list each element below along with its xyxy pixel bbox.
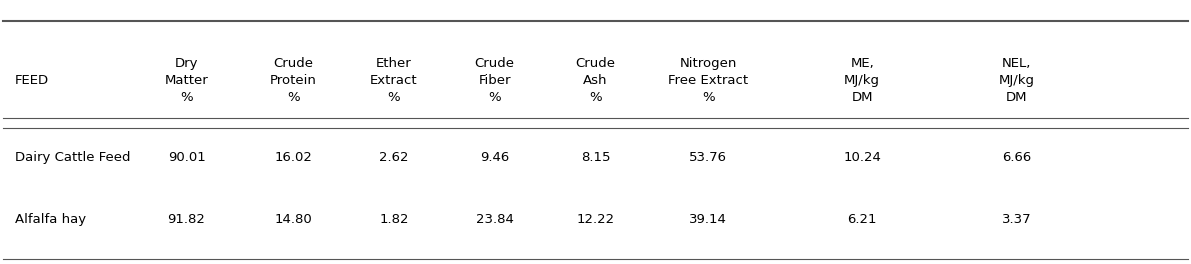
Text: 12.22: 12.22	[576, 213, 615, 226]
Text: 39.14: 39.14	[690, 213, 727, 226]
Text: 8.15: 8.15	[581, 151, 610, 164]
Text: Crude
Ash
%: Crude Ash %	[575, 57, 616, 104]
Text: NEL,
MJ/kg
DM: NEL, MJ/kg DM	[998, 57, 1034, 104]
Text: 14.80: 14.80	[274, 213, 312, 226]
Text: ME,
MJ/kg
DM: ME, MJ/kg DM	[844, 57, 880, 104]
Text: Dairy Cattle Feed: Dairy Cattle Feed	[14, 151, 130, 164]
Text: FEED: FEED	[14, 74, 49, 87]
Text: 2.62: 2.62	[379, 151, 409, 164]
Text: 23.84: 23.84	[475, 213, 513, 226]
Text: 6.21: 6.21	[848, 213, 877, 226]
Text: 6.66: 6.66	[1002, 151, 1031, 164]
Text: Alfalfa hay: Alfalfa hay	[14, 213, 86, 226]
Text: 3.37: 3.37	[1002, 213, 1031, 226]
Text: Ether
Extract
%: Ether Extract %	[370, 57, 418, 104]
Text: 9.46: 9.46	[480, 151, 510, 164]
Text: 1.82: 1.82	[379, 213, 409, 226]
Text: 16.02: 16.02	[274, 151, 312, 164]
Text: 53.76: 53.76	[690, 151, 728, 164]
Text: 10.24: 10.24	[843, 151, 881, 164]
Text: Crude
Protein
%: Crude Protein %	[270, 57, 317, 104]
Text: Dry
Matter
%: Dry Matter %	[164, 57, 208, 104]
Text: Crude
Fiber
%: Crude Fiber %	[475, 57, 515, 104]
Text: 91.82: 91.82	[168, 213, 206, 226]
Text: Nitrogen
Free Extract
%: Nitrogen Free Extract %	[668, 57, 748, 104]
Text: 90.01: 90.01	[168, 151, 205, 164]
